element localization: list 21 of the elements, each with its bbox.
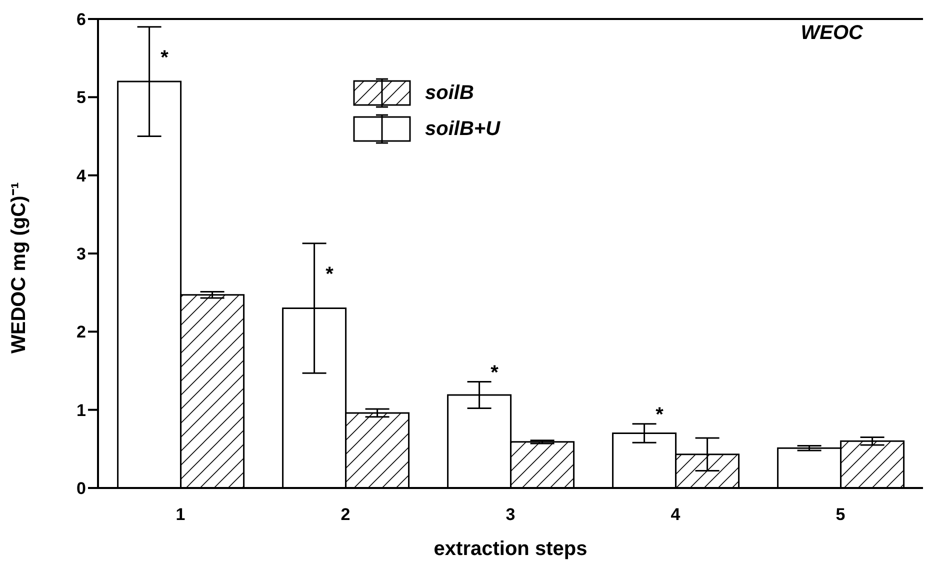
chart-title: WEOC <box>800 22 863 45</box>
annotation: * <box>490 362 499 384</box>
y-tick-label: 6 <box>76 10 86 30</box>
x-tick-label: 5 <box>836 505 846 524</box>
legend-label: soilB+U <box>425 118 500 140</box>
x-axis-title: extraction steps <box>434 538 588 560</box>
y-tick-label: 0 <box>76 479 86 498</box>
annotation: * <box>326 263 334 286</box>
x-tick-label: 1 <box>176 505 186 524</box>
x-tick-label: 3 <box>506 505 516 524</box>
y-tick-label: 5 <box>76 88 86 108</box>
annotation: * <box>656 404 664 426</box>
legend-label: soilB <box>425 82 474 104</box>
y-tick-label: 4 <box>76 166 87 186</box>
y-tick-label: 1 <box>76 400 86 420</box>
x-tick-label: 2 <box>340 505 350 524</box>
y-tick-label: 2 <box>76 322 86 342</box>
y-tick-label: 3 <box>76 244 86 264</box>
x-tick-label: 4 <box>670 505 681 524</box>
y-axis-title: WEDOC mg (gC)⁻¹ <box>8 182 30 354</box>
annotation: * <box>160 46 169 69</box>
